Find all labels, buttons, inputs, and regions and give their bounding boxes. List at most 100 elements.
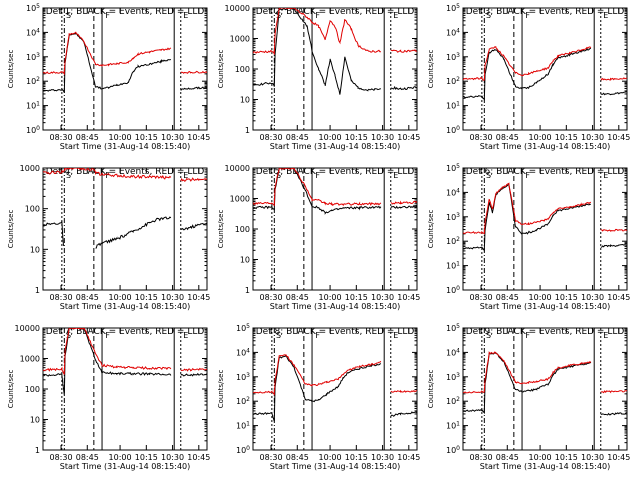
y-axis-label: Counts/sec [427, 50, 435, 89]
x-axis-label: Start Time (31-Aug-14 08:15:40) [480, 302, 611, 311]
panel-title: Det 2; BLACK = Events, RED = LLD [256, 7, 415, 17]
y-axis-label: Counts/sec [427, 370, 435, 409]
y-tick-label: 105 [236, 323, 250, 333]
y-tick-label: 100 [26, 125, 40, 135]
y-tick-label: 100 [235, 225, 250, 234]
series-line-lld [253, 8, 417, 55]
y-tick-label: 1000 [20, 355, 40, 364]
y-axis-label: Counts/sec [7, 50, 15, 89]
y-tick-label: 105 [446, 3, 460, 13]
x-tick-label: 10:30 [371, 133, 394, 142]
series-line-lld [253, 168, 417, 207]
x-tick-label: 08:30 [260, 293, 283, 302]
x-tick-label: 10:15 [135, 453, 158, 462]
y-tick-label: 101 [446, 101, 460, 111]
x-tick-label: 08:45 [496, 453, 519, 462]
x-tick-label: 10:45 [607, 293, 630, 302]
plot-frame [462, 167, 628, 291]
y-axis-label: Counts/sec [7, 210, 15, 249]
marker-label: E [393, 331, 398, 340]
y-tick-label: 105 [446, 323, 460, 333]
x-axis-label: Start Time (31-Aug-14 08:15:40) [60, 302, 191, 311]
marker-label: F [105, 331, 110, 340]
y-tick-label: 1 [35, 286, 40, 295]
series-line-events [43, 328, 207, 396]
y-tick-label: 1000 [20, 164, 40, 173]
plot-frame [252, 167, 418, 291]
x-tick-label: 10:45 [397, 293, 420, 302]
x-tick-label: 10:45 [187, 453, 210, 462]
marker-label: F [315, 11, 320, 20]
x-tick-label: 10:45 [607, 453, 630, 462]
detector-panel-4: Det 4; BLACK = Events, RED = LLD 1 10 100 10… [7, 164, 210, 311]
x-tick-label: 08:45 [76, 453, 99, 462]
y-tick-label: 100 [446, 125, 460, 135]
marker-label: F [315, 171, 320, 180]
detector-panel-5: Det 5; BLACK = Events, RED = LLD 1 10 100 10… [217, 164, 420, 311]
y-tick-label: 1 [35, 446, 40, 455]
x-tick-label: 10:15 [555, 293, 578, 302]
x-tick-label: 10:15 [135, 133, 158, 142]
y-tick-label: 102 [446, 396, 460, 406]
y-tick-label: 1000 [230, 195, 250, 204]
x-axis-label: Start Time (31-Aug-14 08:15:40) [60, 142, 191, 151]
y-tick-label: 102 [446, 76, 460, 86]
detector-panel-6: Det 6; BLACK = Events, RED = LLD 100 101 10… [427, 163, 630, 311]
plot-frame [462, 7, 628, 131]
y-tick-label: 104 [446, 27, 460, 37]
detector-panel-3: Det 3; BLACK = Events, RED = LLD 100 101 10… [427, 3, 630, 151]
y-tick-label: 100 [235, 65, 250, 74]
y-tick-label: 10000 [225, 4, 250, 13]
y-tick-label: 105 [26, 3, 40, 13]
x-tick-label: 10:00 [319, 133, 342, 142]
panel-title: Det 7; BLACK = Events, RED = LLD [46, 327, 205, 337]
x-tick-label: 10:30 [581, 293, 604, 302]
x-tick-label: 10:30 [371, 293, 394, 302]
y-tick-label: 100 [236, 445, 250, 455]
x-tick-label: 10:30 [161, 133, 184, 142]
y-tick-label: 10 [240, 256, 250, 265]
y-axis-label: Counts/sec [217, 50, 225, 89]
y-tick-label: 10000 [15, 324, 40, 333]
detector-panel-1: Det 1; BLACK = Events, RED = LLD 100 101 10… [7, 3, 210, 151]
detector-panel-8: Det 8; BLACK = Events, RED = LLD 100 101 10… [217, 323, 420, 471]
x-axis-label: Start Time (31-Aug-14 08:15:40) [480, 142, 611, 151]
x-tick-label: 08:30 [470, 293, 493, 302]
x-tick-label: 10:30 [161, 293, 184, 302]
marker-label: F [315, 331, 320, 340]
y-tick-label: 102 [446, 236, 460, 246]
marker-label: E [183, 171, 188, 180]
y-tick-label: 104 [446, 347, 460, 357]
x-tick-label: 10:45 [187, 293, 210, 302]
x-tick-label: 10:00 [529, 453, 552, 462]
y-tick-label: 101 [446, 421, 460, 431]
x-tick-label: 08:30 [260, 133, 283, 142]
marker-label: S [486, 331, 491, 340]
x-tick-label: 10:30 [371, 453, 394, 462]
x-tick-label: 08:30 [260, 453, 283, 462]
y-tick-label: 101 [236, 421, 250, 431]
marker-label: E [183, 11, 188, 20]
marker-label: E [603, 331, 608, 340]
y-tick-label: 10 [240, 96, 250, 105]
y-axis-label: Counts/sec [217, 210, 225, 249]
x-tick-label: 08:30 [50, 293, 73, 302]
plot-frame [42, 327, 208, 451]
x-tick-label: 10:30 [581, 453, 604, 462]
x-axis-label: Start Time (31-Aug-14 08:15:40) [270, 302, 401, 311]
y-tick-label: 104 [236, 347, 250, 357]
x-axis-label: Start Time (31-Aug-14 08:15:40) [270, 142, 401, 151]
marker-label: S [276, 171, 281, 180]
marker-label: E [393, 171, 398, 180]
plot-frame [42, 7, 208, 131]
marker-label: S [486, 171, 491, 180]
panel-title: Det 4; BLACK = Events, RED = LLD [46, 167, 205, 177]
marker-label: E [603, 171, 608, 180]
plot-frame [252, 327, 418, 451]
series-line-lld [463, 182, 627, 235]
x-tick-label: 10:00 [319, 293, 342, 302]
x-tick-label: 10:15 [345, 453, 368, 462]
y-tick-label: 103 [236, 372, 250, 382]
series-line-events [43, 216, 207, 249]
